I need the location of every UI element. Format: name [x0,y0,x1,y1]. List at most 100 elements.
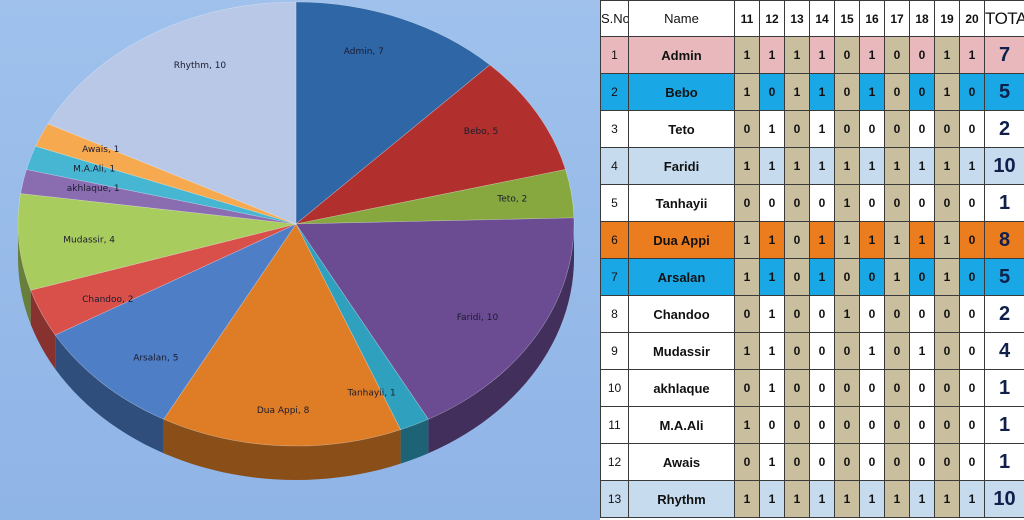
row-day-cell: 1 [809,36,835,74]
pie-slice-awais [35,123,297,225]
row-sno: 2 [600,73,629,111]
row-day-cell: 1 [759,443,785,481]
table-row: 5 Tanhayii 0 0 0 0 1 0 0 0 0 0 1 [600,184,1024,222]
row-total: 1 [984,184,1024,222]
row-day-cell: 0 [784,184,810,222]
row-sno: 7 [600,258,629,296]
row-day-cell: 0 [784,406,810,444]
row-day-cell: 0 [884,73,910,111]
row-day-cell: 0 [909,295,935,333]
row-name: Chandoo [628,295,735,333]
row-total: 1 [984,369,1024,407]
table-header-row: S.No Name 11 12 13 14 15 16 17 18 19 20 … [600,0,1024,37]
header-name: Name [628,0,735,37]
row-day-cell: 1 [959,36,985,74]
row-day-cell: 1 [734,221,760,259]
pie-slice-admin [295,1,491,225]
row-sno: 8 [600,295,629,333]
pie-label-tanhayii: Tanhayii, 1 [346,389,395,399]
pie-slice-m-a-ali [26,145,297,225]
row-day-cell: 0 [909,36,935,74]
row-day-cell: 0 [909,406,935,444]
row-day-cell: 1 [834,221,860,259]
row-day-cell: 1 [809,221,835,259]
pie-slice-rhythm [47,1,297,225]
row-total: 5 [984,258,1024,296]
row-day-cell: 1 [884,147,910,185]
row-day-cell: 0 [909,184,935,222]
row-day-cell: 0 [834,258,860,296]
row-day-cell: 0 [959,73,985,111]
row-sno: 6 [600,221,629,259]
pie-side-arsalan [55,335,164,454]
row-day-cell: 0 [859,110,885,148]
row-day-cell: 1 [784,73,810,111]
row-day-cell: 0 [934,184,960,222]
table-row: 13 Rhythm 1 1 1 1 1 1 1 1 1 1 10 [600,480,1024,518]
pie-slice-chandoo [30,223,297,336]
row-day-cell: 0 [784,443,810,481]
row-day-cell: 0 [834,443,860,481]
row-day-cell: 1 [934,480,960,518]
row-day-cell: 0 [909,369,935,407]
row-day-cell: 0 [734,369,760,407]
row-total: 4 [984,332,1024,370]
row-day-cell: 0 [784,258,810,296]
table-row: 11 M.A.Ali 1 0 0 0 0 0 0 0 0 0 1 [600,406,1024,444]
row-sno: 13 [600,480,629,518]
row-day-cell: 1 [834,480,860,518]
row-sno: 5 [600,184,629,222]
row-day-cell: 0 [934,295,960,333]
header-day: 12 [759,0,785,37]
row-name: Mudassir [628,332,735,370]
row-day-cell: 0 [859,184,885,222]
row-name: M.A.Ali [628,406,735,444]
row-day-cell: 1 [809,110,835,148]
row-day-cell: 0 [884,369,910,407]
row-total: 1 [984,406,1024,444]
row-day-cell: 0 [884,443,910,481]
row-day-cell: 0 [959,369,985,407]
row-total: 8 [984,221,1024,259]
row-day-cell: 0 [909,443,935,481]
pie-label-arsalan: Arsalan, 5 [133,354,178,364]
row-day-cell: 1 [859,73,885,111]
row-day-cell: 0 [834,332,860,370]
row-day-cell: 1 [884,480,910,518]
row-day-cell: 1 [834,295,860,333]
row-day-cell: 0 [859,443,885,481]
header-day: 13 [784,0,810,37]
header-sno: S.No [600,0,629,37]
row-total: 10 [984,147,1024,185]
row-day-cell: 0 [734,443,760,481]
row-day-cell: 1 [759,295,785,333]
pie-slice-faridi [295,217,575,420]
attendance-table-panel: S.No Name 11 12 13 14 15 16 17 18 19 20 … [600,0,1024,520]
row-day-cell: 1 [734,480,760,518]
header-day: 19 [934,0,960,37]
row-name: Tanhayii [628,184,735,222]
pie-label-awais: Awais, 1 [82,145,119,155]
row-day-cell: 0 [884,295,910,333]
row-day-cell: 0 [809,332,835,370]
row-day-cell: 0 [809,295,835,333]
table-row: 6 Dua Appi 1 1 0 1 1 1 1 1 1 0 8 [600,221,1024,259]
row-day-cell: 0 [934,443,960,481]
row-day-cell: 0 [784,332,810,370]
row-day-cell: 1 [909,332,935,370]
row-day-cell: 1 [859,480,885,518]
row-day-cell: 0 [959,332,985,370]
row-day-cell: 0 [834,73,860,111]
row-day-cell: 1 [759,369,785,407]
row-day-cell: 0 [809,443,835,481]
row-day-cell: 1 [909,147,935,185]
row-total: 2 [984,110,1024,148]
row-day-cell: 1 [759,110,785,148]
row-day-cell: 1 [809,480,835,518]
pie-label-dua-appi: Dua Appi, 8 [257,406,310,416]
row-day-cell: 1 [759,332,785,370]
row-day-cell: 1 [734,258,760,296]
table-body: 1 Admin 1 1 1 1 0 1 0 0 1 1 7 2 Bebo 1 0 1 1 0 1 0 0 1 0 5 3 Teto 0 1… [600,36,1024,518]
row-day-cell: 0 [859,295,885,333]
row-day-cell: 0 [934,369,960,407]
